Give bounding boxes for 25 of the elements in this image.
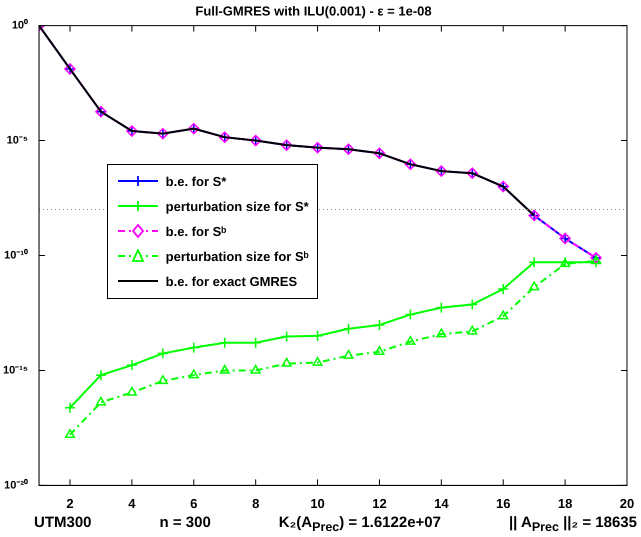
x-tick-label: 14: [434, 496, 450, 511]
x-tick-label: 8: [252, 496, 260, 511]
text: UTM300: [34, 514, 92, 533]
legend-label: perturbation size for S*: [166, 198, 309, 214]
x-tick-label: 6: [190, 496, 198, 511]
x-tick-label: 16: [496, 496, 510, 511]
legend-label: perturbation size for Sᵇ: [166, 248, 309, 264]
text: || A$_{Prec}$ ||₂ = 18635: [508, 514, 637, 534]
y-tick-label: 10⁰: [12, 18, 28, 32]
x-tick-label: 2: [66, 496, 74, 511]
legend-label: b.e. for Sᵇ: [166, 224, 226, 239]
x-tick-label: 4: [128, 496, 136, 511]
text: K₂(A$_{Prec}$) = 1.6122e+07: [278, 514, 441, 534]
x-tick-label: 12: [372, 496, 387, 511]
text: n = 300: [160, 514, 211, 533]
legend-label: b.e. for S*: [166, 174, 226, 189]
y-tick-label: 10⁻⁵: [6, 134, 28, 147]
legend-label: b.e. for exact GMRES: [166, 274, 298, 289]
x-tick-label: 10: [310, 496, 325, 511]
y-tick-label: 10⁻¹⁵: [2, 364, 28, 376]
x-tick-label: 20: [620, 496, 634, 511]
y-tick-label: 10⁻²⁰: [4, 478, 28, 492]
chart-title: Full-GMRES with ILU(0.001) - ε = 1e-08: [195, 3, 432, 18]
x-tick-label: 18: [558, 496, 572, 511]
y-tick-label: 10⁻¹⁰: [4, 248, 28, 262]
